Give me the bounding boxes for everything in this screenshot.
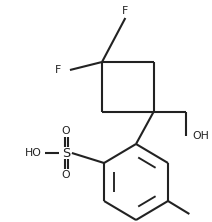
Text: F: F <box>55 65 61 75</box>
Text: HO: HO <box>25 148 42 158</box>
Text: F: F <box>122 6 128 16</box>
Text: OH: OH <box>192 131 209 141</box>
Text: O: O <box>62 126 70 136</box>
Text: S: S <box>62 147 70 159</box>
Text: O: O <box>62 170 70 180</box>
